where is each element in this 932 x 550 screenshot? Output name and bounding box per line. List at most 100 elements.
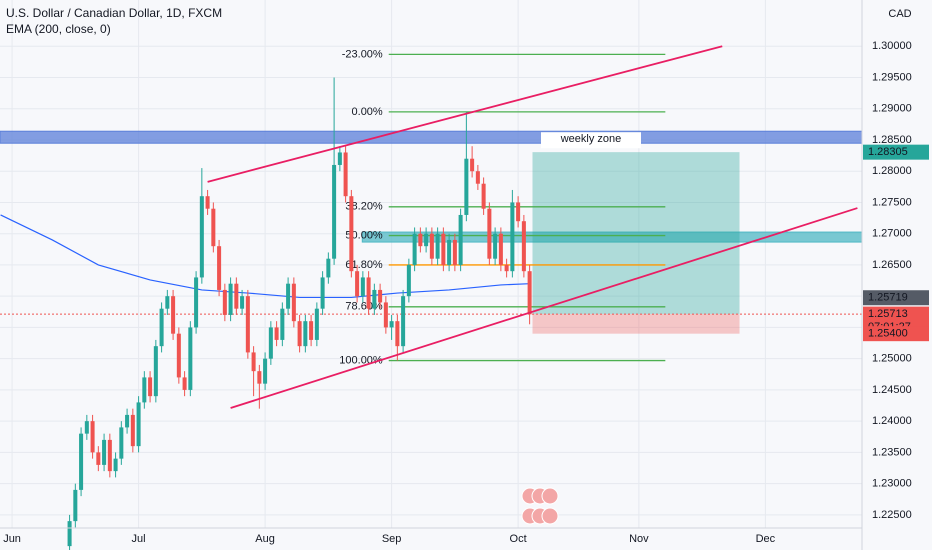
y-tick-label: 1.28500 [872,134,912,146]
candle-body [205,196,210,209]
y-tick-label: 1.27000 [872,228,912,240]
zone [0,130,863,144]
fib-label: -23.00% [342,48,383,60]
candle-body [142,377,147,403]
y-tick-label: 1.27500 [872,196,912,208]
candle-body [349,196,354,272]
candle-body [84,421,89,434]
candle-body [464,158,469,215]
candle-body [153,346,158,397]
x-tick-label: Aug [255,533,275,545]
candle-body [251,352,256,372]
candle-body [395,321,400,347]
candle-body [366,277,371,309]
candle-body [475,171,480,184]
candle-body [498,233,503,265]
profit-zone [532,152,740,315]
candle-body [527,271,532,315]
candle-body [309,321,314,340]
candle-body [90,421,95,453]
y-tick-label: 1.23500 [872,446,912,458]
y-tick-label: 1.29500 [872,71,912,83]
candle-body [107,439,112,472]
price-badge-label: 1.25400 [868,328,908,340]
x-tick-label: Jul [132,533,146,545]
candle-body [113,458,118,472]
y-tick-label: 1.24000 [872,415,912,427]
candle-body [199,196,204,278]
candle-body [280,308,285,340]
chart-title: U.S. Dollar / Canadian Dollar, 1D, FXCM [6,6,222,20]
candle-body [458,214,463,265]
x-tick-label: Jun [3,533,21,545]
candle-body [67,521,72,547]
currency: CAD [888,8,911,20]
candle-body [188,327,193,390]
candle-body [355,271,360,297]
candle-body [320,277,325,309]
candle-body [263,358,268,384]
candle-body [452,239,457,265]
y-tick-label: 1.23000 [872,478,912,490]
candle-body [314,308,319,340]
candle-body [406,264,411,297]
y-tick-label: 1.26500 [872,259,912,271]
trend-line [230,207,858,409]
y-tick-label: 1.29000 [872,103,912,115]
candle-body [516,202,521,222]
candle-body [521,221,526,272]
candle-body [194,277,199,328]
event-icon [541,487,559,505]
zone-label: weekly zone [560,133,622,145]
candle-body [470,158,475,172]
candle-body [257,371,262,384]
candle-body [360,277,365,297]
candle-body [268,327,273,359]
candle-body [487,208,492,259]
candle-body [510,202,515,272]
price-badge-label: 1.25719 [868,292,908,304]
candle-body [125,414,130,428]
candle-body [435,233,440,259]
candle-body [274,327,279,340]
price-badge [863,290,929,306]
candle-body [412,233,417,265]
price-badge [863,326,929,342]
candle-body [228,283,233,315]
candle-body [222,289,227,315]
candle-body [372,289,377,309]
candle-body [493,233,498,259]
plot: weekly zone -23.00% 0.00% 38.20% 50.00% 61.80… [0,0,863,550]
x-tick-label: Dec [756,533,776,545]
x-tick-label: Sep [382,533,402,545]
candle-body [79,433,84,490]
y-tick-label: 1.22500 [872,509,912,521]
candle-body [96,452,101,465]
candle-body [297,321,302,347]
fib-label: 50.00% [345,229,383,241]
candle-body [176,333,181,378]
candle-body [136,402,141,447]
loss-zone [532,314,740,334]
candle-body [418,233,423,247]
candle-body [441,233,446,265]
candle-body [159,308,164,347]
fib-label: 100.00% [339,354,383,366]
candle-body [291,283,296,322]
y-tick-label: 1.24500 [872,384,912,396]
fib-label: 0.00% [352,106,383,118]
fib-label: 38.20% [345,201,383,213]
y-tick-label: 1.30000 [872,40,912,52]
candle-body [401,296,406,347]
event-icon [541,507,559,525]
candle-body [429,233,434,259]
candle-body [245,296,250,353]
candle-body [73,489,78,522]
candle-body [481,183,486,209]
trend-line [207,45,723,183]
candle-body [240,296,245,309]
candle-body [343,152,348,197]
